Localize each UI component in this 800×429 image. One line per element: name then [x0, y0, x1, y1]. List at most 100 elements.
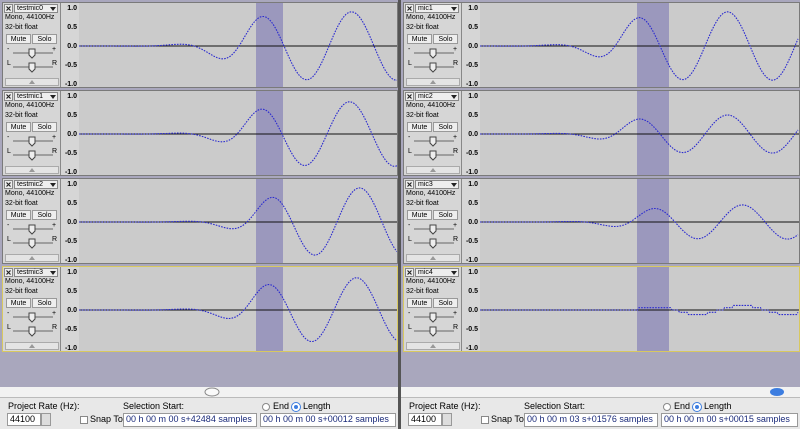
gain-thumb: [429, 224, 437, 235]
selection-start-field[interactable]: 00 h 00 m 03 s+01576 samples: [524, 413, 658, 427]
snap-checkbox[interactable]: [80, 416, 88, 424]
track-name-menu[interactable]: testmic3: [14, 268, 58, 277]
close-icon: [6, 94, 11, 99]
pan-thumb: [429, 62, 437, 73]
mute-button[interactable]: Mute: [6, 210, 31, 220]
gain-max: +: [453, 310, 458, 317]
track-name-menu[interactable]: mic2: [415, 92, 459, 101]
gain-thumb: [28, 224, 36, 235]
gain-max: +: [52, 46, 57, 53]
track-name-menu[interactable]: testmic2: [14, 180, 58, 189]
mute-button[interactable]: Mute: [407, 210, 432, 220]
ruler-label: -0.5: [465, 238, 478, 245]
solo-button[interactable]: Solo: [32, 34, 57, 44]
pan-thumb: [429, 238, 437, 249]
track-name-menu[interactable]: mic1: [415, 4, 459, 13]
length-radio[interactable]: [693, 403, 701, 411]
track-name-menu[interactable]: mic3: [415, 180, 459, 189]
window: mic1 Mono, 44100Hz 32-bit float Mute Solo - + L…: [401, 0, 800, 429]
ruler-label: -0.5: [64, 238, 77, 245]
mute-button[interactable]: Mute: [6, 122, 31, 132]
track: testmic3 Mono, 44100Hz 32-bit float Mute Sol…: [2, 266, 398, 352]
window-divider: [398, 0, 401, 429]
sliders: [13, 136, 53, 161]
collapse-button: [5, 166, 59, 174]
pan-left: L: [408, 148, 412, 155]
track-sample-format: 32-bit float: [5, 112, 38, 119]
ruler-label: -0.5: [465, 150, 478, 157]
track-name-menu[interactable]: mic4: [415, 268, 459, 277]
solo-button[interactable]: Solo: [32, 210, 57, 220]
sliders: [414, 224, 454, 249]
gain-thumb: [28, 48, 36, 59]
waveform-line: [79, 277, 397, 343]
pan-right: R: [52, 324, 58, 331]
collapse-button: [406, 342, 460, 350]
end-radio[interactable]: [663, 403, 671, 411]
selection-length-field[interactable]: 00 h 00 m 00 s+00015 samples: [661, 413, 798, 427]
track-format: Mono, 44100Hz: [406, 190, 456, 197]
close-button: [4, 92, 13, 101]
gain-thumb: [28, 312, 36, 323]
gain-min: -: [408, 222, 411, 229]
close-icon: [407, 270, 412, 275]
mute-button[interactable]: Mute: [407, 298, 432, 308]
rate-menu[interactable]: [41, 413, 51, 426]
gain-min: -: [408, 46, 411, 53]
ruler-edge: [461, 179, 462, 263]
mute-button[interactable]: Mute: [407, 122, 432, 132]
pan-right: R: [52, 236, 58, 243]
project-rate-field[interactable]: 44100: [408, 413, 442, 426]
ruler-label: 0.0: [468, 219, 478, 226]
length-radio[interactable]: [292, 403, 300, 411]
gain-thumb: [429, 312, 437, 323]
scroll-track: [401, 387, 800, 397]
ruler-label: -1.0: [64, 345, 77, 352]
close-button: [405, 268, 414, 277]
end-radio[interactable]: [262, 403, 270, 411]
ruler-label: 0.5: [468, 24, 478, 31]
selection-start-field[interactable]: 00 h 00 m 00 s+42484 samples: [123, 413, 257, 427]
pan-thumb: [429, 326, 437, 337]
track-name-menu[interactable]: testmic1: [14, 92, 58, 101]
length-label: Length: [704, 401, 732, 411]
gain-min: -: [7, 310, 10, 317]
track-name-menu[interactable]: testmic0: [14, 4, 58, 13]
rate-menu[interactable]: [442, 413, 452, 426]
ruler-label: -1.0: [64, 81, 77, 88]
waveform: [79, 179, 397, 263]
close-icon: [407, 182, 412, 187]
solo-button[interactable]: Solo: [32, 122, 57, 132]
ruler-edge: [60, 91, 61, 175]
close-icon: [407, 6, 412, 11]
pan-right: R: [453, 148, 459, 155]
solo-button[interactable]: Solo: [32, 298, 57, 308]
pan-left: L: [408, 324, 412, 331]
ruler-label: 0.5: [67, 24, 77, 31]
sliders: [13, 224, 53, 249]
mute-button[interactable]: Mute: [6, 34, 31, 44]
snap-checkbox[interactable]: [481, 416, 489, 424]
track-format: Mono, 44100Hz: [5, 190, 55, 197]
solo-button[interactable]: Solo: [433, 210, 458, 220]
ruler-label: 0.0: [67, 219, 77, 226]
selection-band: [256, 179, 283, 263]
track: mic1 Mono, 44100Hz 32-bit float Mute Solo - + L…: [403, 2, 800, 88]
scroll-thumb: [770, 388, 784, 396]
ruler-edge: [461, 3, 462, 87]
mute-button[interactable]: Mute: [407, 34, 432, 44]
mute-button[interactable]: Mute: [6, 298, 31, 308]
track-sample-format: 32-bit float: [406, 288, 439, 295]
solo-button[interactable]: Solo: [433, 298, 458, 308]
selection-length-field[interactable]: 00 h 00 m 00 s+00012 samples: [260, 413, 396, 427]
pan-left: L: [7, 60, 11, 67]
solo-button[interactable]: Solo: [433, 34, 458, 44]
ruler-label: 1.0: [468, 181, 478, 188]
solo-button[interactable]: Solo: [433, 122, 458, 132]
waveform: [79, 3, 397, 87]
waveform: [79, 91, 397, 175]
selection-band: [637, 3, 669, 87]
collapse-arrow: [430, 344, 436, 348]
project-rate-field[interactable]: 44100: [7, 413, 41, 426]
